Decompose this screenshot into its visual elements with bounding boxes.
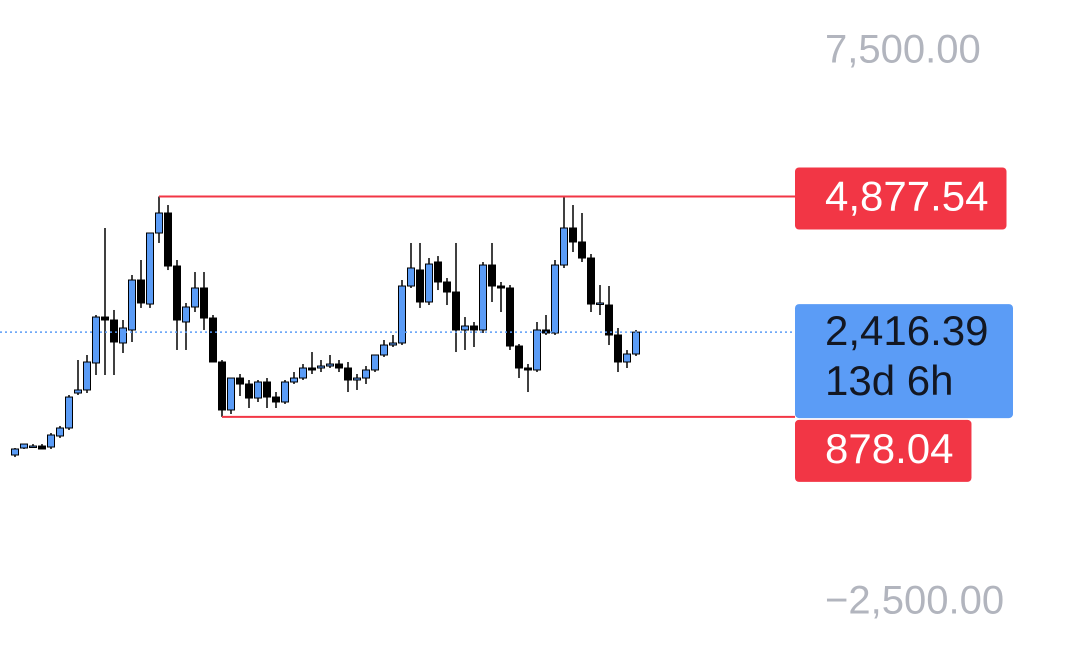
candle-up bbox=[20, 443, 28, 449]
candle-up bbox=[632, 331, 640, 355]
candle-up bbox=[398, 285, 406, 344]
candle-up bbox=[317, 365, 325, 369]
candle-up bbox=[299, 367, 307, 379]
candle-up bbox=[146, 232, 154, 305]
candle-down bbox=[236, 377, 244, 385]
candle-up bbox=[596, 302, 604, 305]
last-price-badge bbox=[795, 304, 1013, 419]
candle-up bbox=[551, 264, 559, 334]
candle-up bbox=[326, 363, 334, 367]
candle-down bbox=[137, 279, 145, 304]
candle-down bbox=[164, 212, 172, 267]
candle-up bbox=[281, 381, 289, 403]
candle-down bbox=[614, 334, 622, 363]
candle-up bbox=[29, 445, 37, 449]
candle-down bbox=[470, 325, 478, 331]
candle-down bbox=[488, 264, 496, 287]
candle-up bbox=[128, 279, 136, 331]
candle-up bbox=[353, 377, 361, 381]
candle-up bbox=[56, 427, 64, 437]
candle-down bbox=[452, 291, 460, 331]
candle-down bbox=[263, 381, 271, 398]
candle-up bbox=[74, 389, 82, 394]
candle-up bbox=[371, 354, 379, 371]
countdown-label: 13d 6h bbox=[825, 357, 953, 404]
y-tick-label: −2,500.00 bbox=[825, 579, 1004, 623]
level-label: 4,877.54 bbox=[825, 173, 989, 220]
candle-up bbox=[533, 329, 541, 371]
candle-down bbox=[38, 445, 46, 450]
candle-down bbox=[587, 257, 595, 305]
candle-up bbox=[425, 263, 433, 303]
candle-down bbox=[335, 363, 343, 369]
level-badge: 4,877.54 bbox=[795, 167, 1007, 230]
candle-up bbox=[407, 267, 415, 287]
candle-down bbox=[308, 367, 316, 371]
candle-up bbox=[389, 342, 397, 346]
candle-up bbox=[92, 316, 100, 364]
candle-up bbox=[65, 396, 73, 429]
level-label: 878.04 bbox=[825, 425, 953, 472]
candle-up bbox=[461, 325, 469, 331]
level-badge-bg bbox=[795, 167, 1007, 230]
candle-up bbox=[380, 344, 388, 356]
candle-up bbox=[362, 369, 370, 379]
candle-down bbox=[434, 261, 442, 283]
candle-up bbox=[623, 353, 631, 363]
level-badge: 878.04 bbox=[795, 419, 972, 482]
candle-down bbox=[443, 281, 451, 293]
candle-down bbox=[569, 227, 577, 243]
candle-down bbox=[218, 361, 226, 411]
candle-down bbox=[416, 269, 424, 303]
candle-down bbox=[209, 317, 217, 363]
candle-down bbox=[506, 287, 514, 347]
candle-down bbox=[578, 241, 586, 259]
candle-up bbox=[479, 264, 487, 331]
candle-up bbox=[47, 434, 55, 448]
candle-up bbox=[83, 361, 91, 391]
candle-up bbox=[560, 227, 568, 266]
last-price-label: 2,416.39 bbox=[825, 307, 989, 354]
candle-up bbox=[182, 306, 190, 323]
candle-up bbox=[191, 287, 199, 308]
y-tick-label: 7,500.00 bbox=[825, 28, 981, 72]
candle-down bbox=[497, 285, 505, 289]
candle-down bbox=[605, 304, 613, 336]
candle-down bbox=[200, 287, 208, 319]
candle-down bbox=[344, 367, 352, 381]
candle-down bbox=[524, 367, 532, 371]
candle-down bbox=[110, 319, 118, 343]
candle-up bbox=[11, 448, 19, 456]
candle-up bbox=[119, 327, 127, 344]
candle-up bbox=[254, 381, 262, 399]
candle-down bbox=[515, 345, 523, 369]
candle-down bbox=[173, 265, 181, 321]
level-badge-bg bbox=[795, 419, 972, 482]
candle-up bbox=[290, 377, 298, 383]
candle-up bbox=[155, 212, 163, 234]
candle-down bbox=[272, 396, 280, 403]
candle-down bbox=[245, 383, 253, 399]
candle-up bbox=[227, 377, 235, 411]
candle-down bbox=[101, 316, 109, 321]
